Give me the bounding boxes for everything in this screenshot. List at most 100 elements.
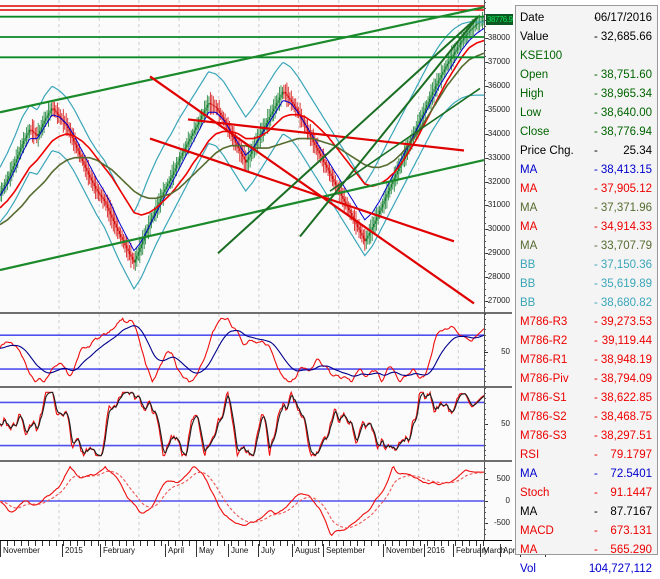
x-axis-tick: [154, 541, 155, 546]
x-axis-tick: [105, 541, 106, 546]
info-dash: -: [594, 12, 598, 24]
axis-minor-tick: [484, 187, 486, 189]
x-axis-label: September: [323, 544, 365, 557]
info-dash: -: [594, 31, 598, 43]
info-row: Low -38,640.00: [520, 104, 655, 123]
price-axis-tick-label: 34000: [487, 128, 510, 138]
info-dash: -: [594, 392, 598, 404]
axis-tickmark: [484, 229, 488, 231]
axis-minor-tick: [484, 235, 486, 237]
x-axis-tick: [7, 541, 8, 546]
x-axis-tick: [175, 541, 176, 546]
x-axis-tick: [350, 541, 351, 546]
info-dash: -: [594, 297, 598, 309]
x-axis-tick: [343, 541, 344, 546]
info-label: M786-S2: [520, 411, 567, 423]
info-row: MA -565.290: [520, 541, 655, 560]
x-axis-tick: [378, 541, 379, 546]
axis-minor-tick: [484, 32, 486, 34]
info-value: 38,680.82: [600, 297, 652, 309]
info-value: 38,751.60: [600, 69, 652, 81]
axis-tickmark: [484, 253, 488, 255]
x-axis-tick: [336, 541, 337, 546]
axis-minor-tick: [484, 512, 486, 514]
axis-minor-tick: [484, 205, 486, 207]
axis-tickmark: [484, 181, 488, 183]
axis-minor-tick: [484, 413, 486, 415]
x-axis-tick: [126, 541, 127, 546]
axis-minor-tick: [484, 429, 486, 431]
axis-minor-tick: [484, 388, 486, 389]
info-row: M786-R2 -39,119.44: [520, 332, 655, 351]
x-axis-tick: [399, 541, 400, 546]
info-dash: -: [594, 145, 598, 157]
axis-minor-tick: [484, 253, 486, 255]
x-axis-tick: [420, 541, 421, 546]
axis-minor-tick: [484, 115, 486, 117]
stochastic-panel[interactable]: [0, 388, 512, 460]
axis-minor-tick: [484, 211, 486, 213]
axis-minor-tick: [484, 489, 486, 491]
chart-area[interactable]: 27000 28000 29000 30000 31000 32000 33000 34000…: [0, 0, 565, 560]
x-axis-label: June: [228, 544, 248, 557]
x-axis-tick: [245, 541, 246, 546]
price-axis-tick-label: 37000: [487, 57, 510, 67]
x-axis-label: July: [258, 544, 275, 557]
info-row: BB -38,680.82: [520, 294, 655, 313]
macd-panel[interactable]: [0, 462, 512, 540]
info-value: 37,150.36: [600, 259, 652, 271]
axis-minor-tick: [484, 314, 486, 315]
info-row: KSE100: [520, 47, 655, 66]
info-value: 35,619.89: [600, 278, 652, 290]
info-row: Value -32,685.66: [520, 28, 655, 47]
info-row: MA -34,914.33: [520, 218, 655, 237]
x-axis-tick: [112, 541, 113, 546]
axis-minor-tick: [484, 484, 486, 486]
axis-minor-tick: [484, 271, 486, 273]
info-label: Stoch: [520, 487, 550, 499]
x-axis-tick: [280, 541, 281, 546]
rsi-panel[interactable]: [0, 314, 512, 386]
x-axis-label: April: [165, 544, 184, 557]
x-axis-tick: [91, 541, 92, 546]
info-label: Close: [520, 126, 550, 138]
info-value: 673.131: [610, 525, 652, 537]
x-axis-tick: [259, 541, 260, 546]
x-axis-tick: [161, 541, 162, 546]
info-row: MA -37,371.96: [520, 199, 655, 218]
axis-minor-tick: [484, 506, 486, 508]
info-label: MA: [520, 544, 538, 556]
x-axis-tick: [308, 541, 309, 546]
axis-tickmark: [484, 62, 488, 64]
x-axis-tick: [455, 541, 456, 546]
axis-minor-tick: [484, 329, 486, 331]
price-panel[interactable]: [0, 0, 512, 313]
axis-minor-tick: [484, 277, 486, 279]
info-row: Open -38,751.60: [520, 66, 655, 85]
info-dash: -: [594, 544, 598, 556]
axis-minor-tick: [484, 460, 486, 461]
stochastic-axis: 50: [484, 388, 512, 461]
axis-minor-tick: [484, 80, 486, 82]
info-value: 37,371.96: [600, 202, 652, 214]
info-row: M786-Piv -38,794.09: [520, 370, 655, 389]
axis-minor-tick: [484, 355, 486, 357]
info-value: 38,413.15: [600, 164, 652, 176]
quote-info-panel[interactable]: Date -06/17/2016 Value -32,685.66 KSE100 Open…: [515, 5, 658, 575]
info-label: M786-R1: [520, 354, 568, 366]
axis-minor-tick: [484, 393, 486, 395]
x-axis: November 2015 February April May June July Augu…: [0, 540, 565, 560]
info-row: M786-S1 -38,622.85: [520, 389, 655, 408]
info-row: M786-R1 -38,948.19: [520, 351, 655, 370]
info-value: 38,622.85: [600, 392, 652, 404]
oscillator-axis-tick-label: 50: [501, 347, 510, 357]
axis-minor-tick: [484, 424, 486, 425]
info-row: Price Chg. - 25.34: [520, 142, 655, 161]
info-value: 72.5401: [610, 468, 652, 480]
axis-minor-tick: [484, 259, 486, 261]
x-axis-tick: [252, 541, 253, 546]
price-axis-tick-label: 38000: [487, 33, 510, 43]
rsi-axis: 50: [484, 314, 512, 387]
axis-minor-tick: [484, 439, 486, 441]
axis-tickmark: [484, 424, 488, 425]
